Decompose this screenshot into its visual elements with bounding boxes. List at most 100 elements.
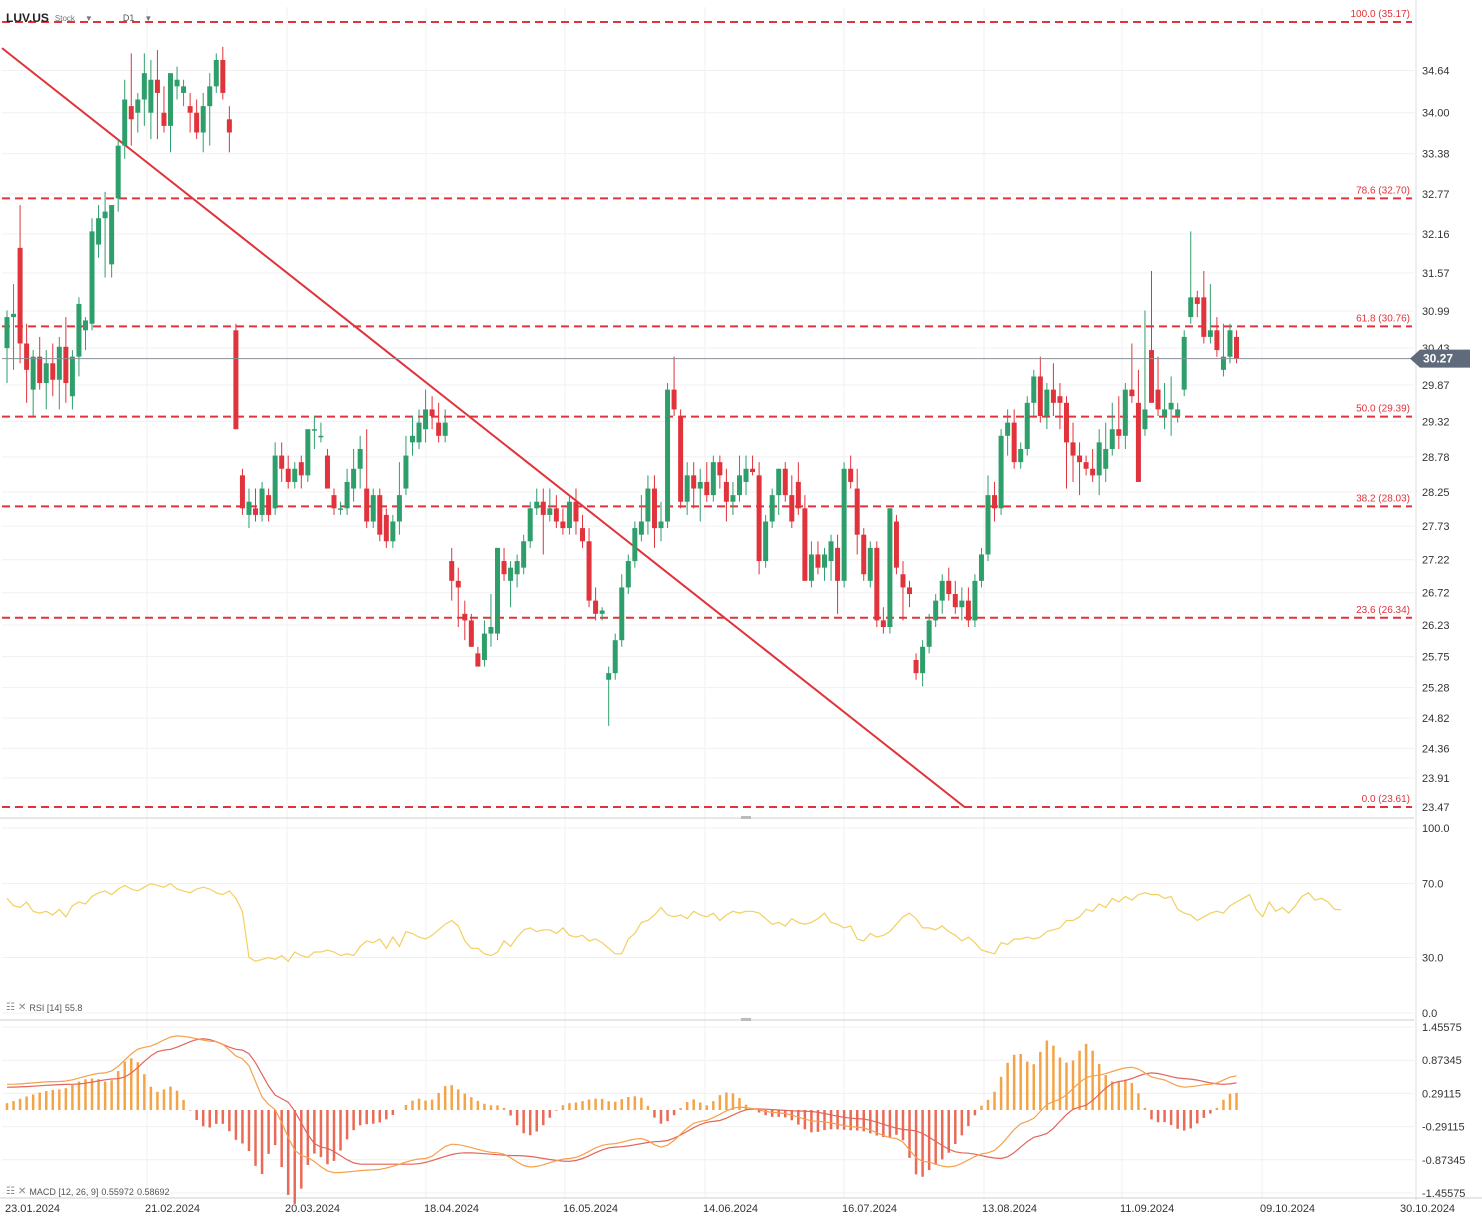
candle-body <box>409 435 415 443</box>
candle-body <box>1149 350 1154 403</box>
candle <box>128 53 134 146</box>
candle <box>612 633 618 680</box>
macd-signal-value: 0.58692 <box>136 1186 170 1197</box>
candle <box>645 475 651 535</box>
candle <box>815 541 821 575</box>
candle <box>521 534 527 575</box>
candle-body <box>972 580 978 621</box>
remove-indicator-icon[interactable]: ✕ <box>17 1002 27 1013</box>
candle <box>861 528 867 581</box>
price-tick-label: 23.91 <box>1422 773 1450 785</box>
panel-settings-icon[interactable]: ☷ <box>6 1186 15 1197</box>
panel-settings-icon[interactable]: ☷ <box>6 1002 15 1013</box>
candle <box>534 488 540 515</box>
candle-body <box>11 313 17 318</box>
candle-body <box>338 508 344 510</box>
candle <box>1031 369 1037 417</box>
candle-body <box>743 468 749 482</box>
candle <box>449 547 455 601</box>
candle-body <box>455 580 461 588</box>
candle <box>102 191 108 278</box>
candle-body <box>1129 389 1135 397</box>
candle <box>632 521 638 568</box>
candle-body <box>684 475 690 502</box>
candle-body <box>985 495 991 555</box>
candle <box>1077 442 1083 496</box>
candle <box>423 389 429 443</box>
candle-body <box>194 112 200 133</box>
candle <box>82 317 88 351</box>
candle-body <box>671 389 677 410</box>
candle <box>1122 383 1128 449</box>
candle-body <box>534 501 540 509</box>
candle-body <box>50 363 56 380</box>
macd-signal-line <box>6 1038 1237 1165</box>
candle-body <box>69 356 75 397</box>
candle <box>992 481 998 522</box>
candle <box>848 455 854 489</box>
candle-body <box>645 488 651 522</box>
symbol-name[interactable]: LUV.US <box>6 11 49 25</box>
price-tick-label: 29.87 <box>1422 380 1450 392</box>
candle-body <box>566 501 572 529</box>
candle-body <box>187 106 193 113</box>
candle-body <box>109 205 115 265</box>
candle-body <box>1188 297 1194 318</box>
candle <box>1129 343 1135 403</box>
candle-body <box>318 435 324 438</box>
timeframe-dropdown-icon[interactable]: ▼ <box>144 13 153 23</box>
timeframe-selector[interactable]: D1 <box>122 13 135 23</box>
price-tick-label: 25.28 <box>1422 683 1450 695</box>
candle <box>50 343 56 397</box>
candle <box>233 323 239 430</box>
candle <box>495 547 500 641</box>
candle <box>69 350 75 410</box>
candle-body <box>96 218 102 245</box>
candle-body <box>638 521 644 535</box>
candle-body <box>808 554 814 581</box>
candle <box>678 409 684 509</box>
macd-line <box>6 1035 1237 1174</box>
rsi-tick-label: 30.0 <box>1422 953 1443 965</box>
candle <box>318 422 324 443</box>
candle-body <box>835 547 841 581</box>
remove-indicator-icon[interactable]: ✕ <box>17 1186 27 1197</box>
candle <box>1194 290 1200 318</box>
candle-body <box>449 561 455 581</box>
candle-body <box>24 343 30 370</box>
candle <box>913 653 919 680</box>
candle-body <box>704 481 710 496</box>
candle-body <box>272 455 278 509</box>
candle-body <box>580 528 586 542</box>
candle <box>527 501 533 548</box>
candle-body <box>763 521 769 562</box>
symbol-dropdown-icon[interactable]: ▼ <box>84 13 93 23</box>
candle-body <box>383 514 389 542</box>
candle <box>1103 422 1109 482</box>
candle-body <box>508 567 514 581</box>
candle <box>1096 429 1102 496</box>
candle <box>1070 422 1076 482</box>
candle-body <box>141 73 147 100</box>
candle-body <box>416 422 422 443</box>
macd-tick-label: -0.87345 <box>1422 1155 1465 1167</box>
date-tick-label: 20.03.2024 <box>285 1203 340 1215</box>
candle-body <box>1090 468 1096 476</box>
candle <box>1188 231 1194 324</box>
candle-body <box>880 620 886 627</box>
candle-body <box>357 448 363 469</box>
candle <box>501 547 507 581</box>
candle <box>63 317 69 403</box>
date-tick-label: 11.09.2024 <box>1120 1203 1174 1215</box>
panel-resize-handle <box>741 816 751 819</box>
candle-body <box>756 475 762 562</box>
candle <box>1063 396 1069 489</box>
candle-body <box>632 528 638 562</box>
candle <box>292 462 298 489</box>
candle <box>573 488 579 535</box>
candle-body <box>1201 297 1207 337</box>
candle <box>854 468 860 555</box>
price-tick-label: 28.78 <box>1422 452 1450 464</box>
candle-body <box>1011 422 1017 463</box>
